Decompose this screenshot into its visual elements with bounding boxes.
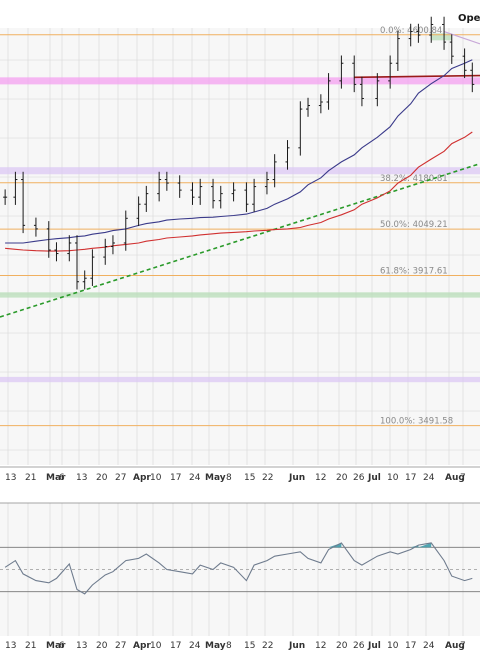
moving-averages <box>5 59 473 252</box>
x-tick-label-oscillator: 21 <box>25 641 36 650</box>
x-tick-label-oscillator: May <box>205 641 226 650</box>
x-tick-label-oscillator: 20 <box>96 641 108 650</box>
price-panel-background <box>0 28 480 465</box>
x-tick-label: Jul <box>367 473 381 483</box>
fib-label: 61.8%: 3917.61 <box>380 267 448 277</box>
x-tick-label-oscillator: 17 <box>405 641 416 650</box>
x-tick-label-oscillator: 24 <box>189 641 201 650</box>
x-tick-label: Jun <box>288 473 305 483</box>
x-tick-label: 21 <box>25 473 36 483</box>
x-tick-label-oscillator: 24 <box>423 641 435 650</box>
x-tick-label-oscillator: 26 <box>353 641 365 650</box>
oscillator-line <box>4 542 473 595</box>
x-tick-label: 27 <box>115 473 126 483</box>
x-tick-label-oscillator: Jun <box>288 641 305 650</box>
zone-band <box>431 33 452 41</box>
x-tick-label: 26 <box>353 473 365 483</box>
x-tick-label-oscillator: 17 <box>170 641 181 650</box>
grid-lines <box>0 28 480 465</box>
x-tick-label-oscillator: 13 <box>5 641 16 650</box>
fib-label: 38.2%: 4180.81 <box>380 174 448 184</box>
x-tick-label: 24 <box>189 473 201 483</box>
x-tick-label: 10 <box>150 473 162 483</box>
x-tick-label: Mar <box>46 473 66 483</box>
x-tick-label-oscillator: 13 <box>76 641 87 650</box>
x-tick-label-oscillator: Jul <box>367 641 381 650</box>
oscillator-overbought-fill <box>418 542 432 548</box>
highlight-zones <box>0 33 480 383</box>
x-tick-label: 22 <box>262 473 273 483</box>
x-tick-label-oscillator: 7 <box>460 641 466 650</box>
x-tick-label: 20 <box>336 473 348 483</box>
x-tick-label: 15 <box>244 473 255 483</box>
x-tick-label: 6 <box>59 473 65 483</box>
fib-label: 50.0%: 4049.21 <box>380 220 448 230</box>
x-tick-label-oscillator: 27 <box>115 641 126 650</box>
open-label: Open <box>458 13 480 24</box>
trendline-support <box>354 74 480 79</box>
x-tick-label: 7 <box>460 473 466 483</box>
x-tick-label-oscillator: Mar <box>46 641 66 650</box>
x-tick-label: May <box>205 473 226 483</box>
x-tick-label-oscillator: 10 <box>150 641 162 650</box>
x-tick-label: 13 <box>5 473 16 483</box>
zone-band <box>0 167 480 175</box>
zone-band <box>0 77 480 85</box>
zone-band <box>0 376 480 383</box>
x-tick-label: 10 <box>387 473 399 483</box>
x-tick-label-oscillator: 22 <box>262 641 273 650</box>
x-tick-label-oscillator: 15 <box>244 641 255 650</box>
x-tick-label-oscillator: 10 <box>387 641 399 650</box>
moving-average-short <box>5 59 473 244</box>
fib-label: 100.0%: 3491.58 <box>380 417 453 427</box>
x-tick-label: 20 <box>96 473 108 483</box>
x-tick-label-oscillator: 8 <box>226 641 232 650</box>
x-tick-label-oscillator: 20 <box>336 641 348 650</box>
x-tick-label: 12 <box>315 473 326 483</box>
x-tick-label: 17 <box>170 473 181 483</box>
trendlines <box>0 30 480 318</box>
x-tick-label: 13 <box>76 473 87 483</box>
x-tick-label-oscillator: 6 <box>59 641 65 650</box>
moving-average-long <box>5 131 473 252</box>
zone-band <box>0 292 480 298</box>
x-tick-label: 24 <box>423 473 435 483</box>
x-tick-label-oscillator: Apr <box>133 641 151 650</box>
x-tick-label: Aug <box>445 473 465 483</box>
x-tick-label: 8 <box>226 473 232 483</box>
trendline-resistance <box>443 30 480 45</box>
oscillator-series <box>0 502 480 595</box>
x-tick-label: Apr <box>133 473 151 483</box>
x-tick-label-oscillator: Aug <box>445 641 465 650</box>
x-tick-label: 17 <box>405 473 416 483</box>
x-tick-label-oscillator: 12 <box>315 641 326 650</box>
price-bars <box>3 16 475 290</box>
